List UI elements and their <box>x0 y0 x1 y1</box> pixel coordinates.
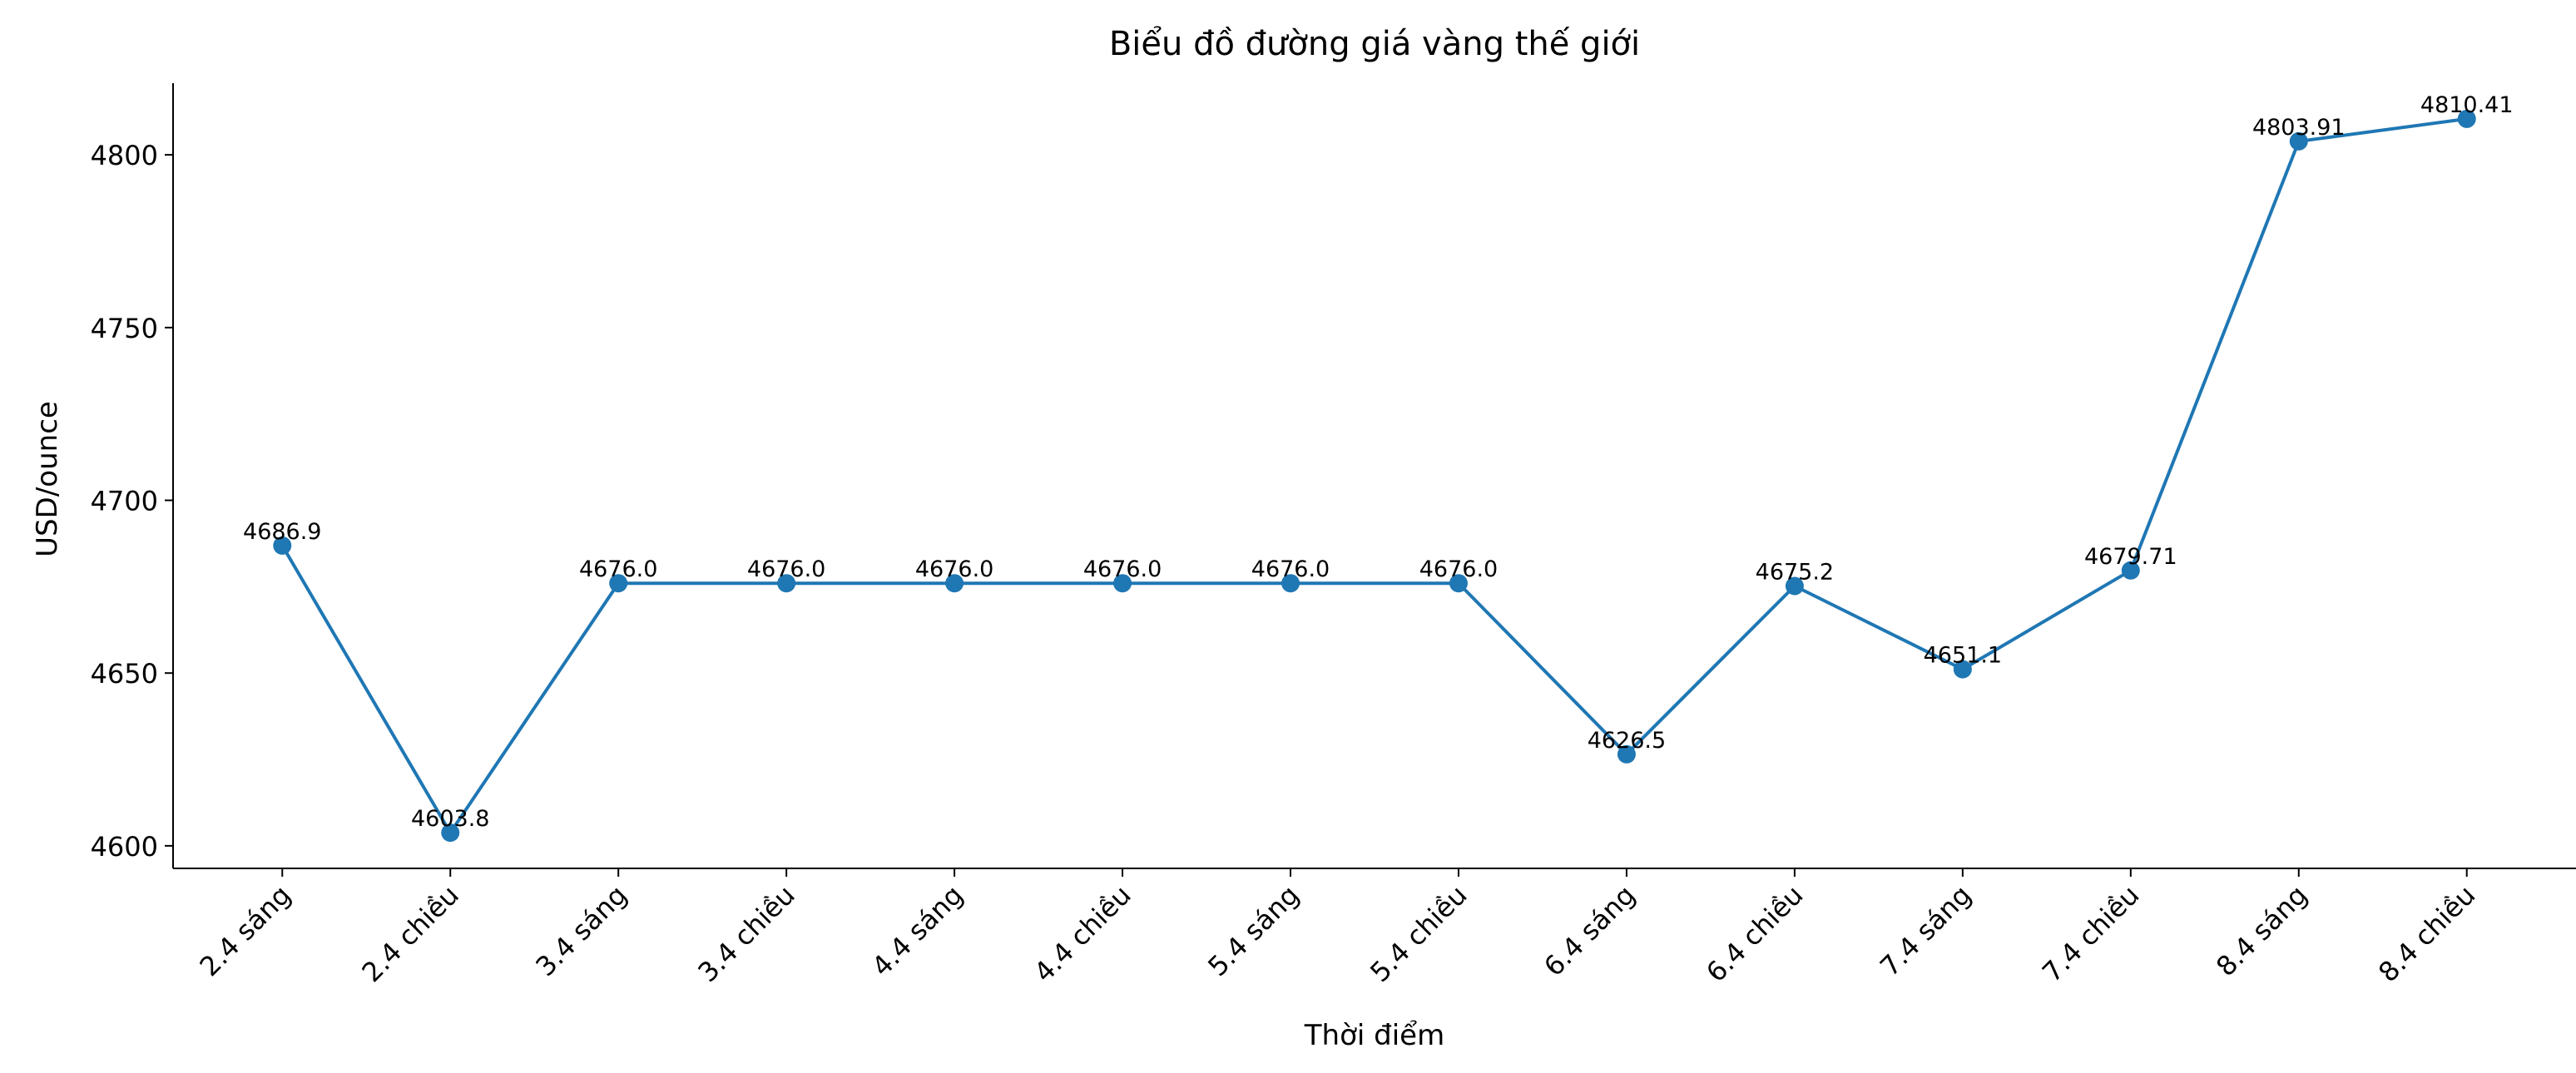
data-label: 4676.0 <box>1419 556 1498 582</box>
data-point <box>1281 574 1300 593</box>
data-label: 4679.71 <box>2084 544 2177 570</box>
x-tick-label: 2.4 sáng <box>194 879 297 982</box>
data-point <box>273 536 292 555</box>
data-label: 4676.0 <box>579 556 657 582</box>
y-tick-label: 4750 <box>91 313 158 344</box>
x-tick-label: 6.4 sáng <box>1538 879 1641 982</box>
x-tick-label: 7.4 sáng <box>1874 879 1977 982</box>
data-point <box>2289 131 2308 151</box>
x-tick-label: 2.4 chiều <box>356 879 465 988</box>
data-point <box>777 574 796 593</box>
x-tick-label: 8.4 chiều <box>2372 879 2481 988</box>
data-label: 4603.8 <box>411 806 489 832</box>
data-label: 4803.91 <box>2252 115 2346 141</box>
data-point <box>1953 660 1972 679</box>
data-point <box>945 574 964 593</box>
x-tick-label: 6.4 chiều <box>1700 879 1809 988</box>
x-tick-label: 8.4 sáng <box>2210 879 2313 982</box>
x-tick-label: 5.4 sáng <box>1201 879 1305 982</box>
y-tick-label: 4700 <box>91 486 158 517</box>
x-tick-label: 3.4 chiều <box>691 879 800 988</box>
x-tick-label: 7.4 chiều <box>2036 879 2145 988</box>
y-tick-label: 4650 <box>91 658 158 690</box>
data-label: 4675.2 <box>1756 560 1834 586</box>
data-point <box>1113 574 1132 593</box>
data-label: 4651.1 <box>1924 643 2002 669</box>
x-tick-label: 4.4 chiều <box>1028 879 1137 988</box>
chart-title: Biểu đồ đường giá vàng thế giới <box>1109 25 1640 63</box>
data-label: 4626.5 <box>1588 728 1666 754</box>
x-axis-label: Thời điểm <box>1304 1019 1444 1052</box>
y-tick-label: 4800 <box>91 140 158 171</box>
x-tick-label: 5.4 chiều <box>1364 879 1473 988</box>
data-point <box>2457 109 2476 128</box>
data-label: 4810.41 <box>2420 92 2514 118</box>
data-label: 4676.0 <box>1251 556 1330 582</box>
x-tick-label: 3.4 sáng <box>529 879 632 982</box>
data-label: 4676.0 <box>747 556 825 582</box>
data-point <box>1617 744 1636 764</box>
data-label: 4686.9 <box>243 519 321 545</box>
y-axis-label: USD/ounce <box>31 401 64 557</box>
data-point <box>2121 561 2140 580</box>
data-point <box>441 823 460 843</box>
data-label: 4676.0 <box>1083 556 1162 582</box>
y-tick-label: 4600 <box>91 831 158 863</box>
data-point <box>609 574 628 593</box>
data-label: 4676.0 <box>915 556 993 582</box>
x-tick-label: 4.4 sáng <box>865 879 968 982</box>
data-point <box>1449 574 1468 593</box>
line-series <box>280 116 2467 836</box>
data-point <box>1785 576 1804 596</box>
